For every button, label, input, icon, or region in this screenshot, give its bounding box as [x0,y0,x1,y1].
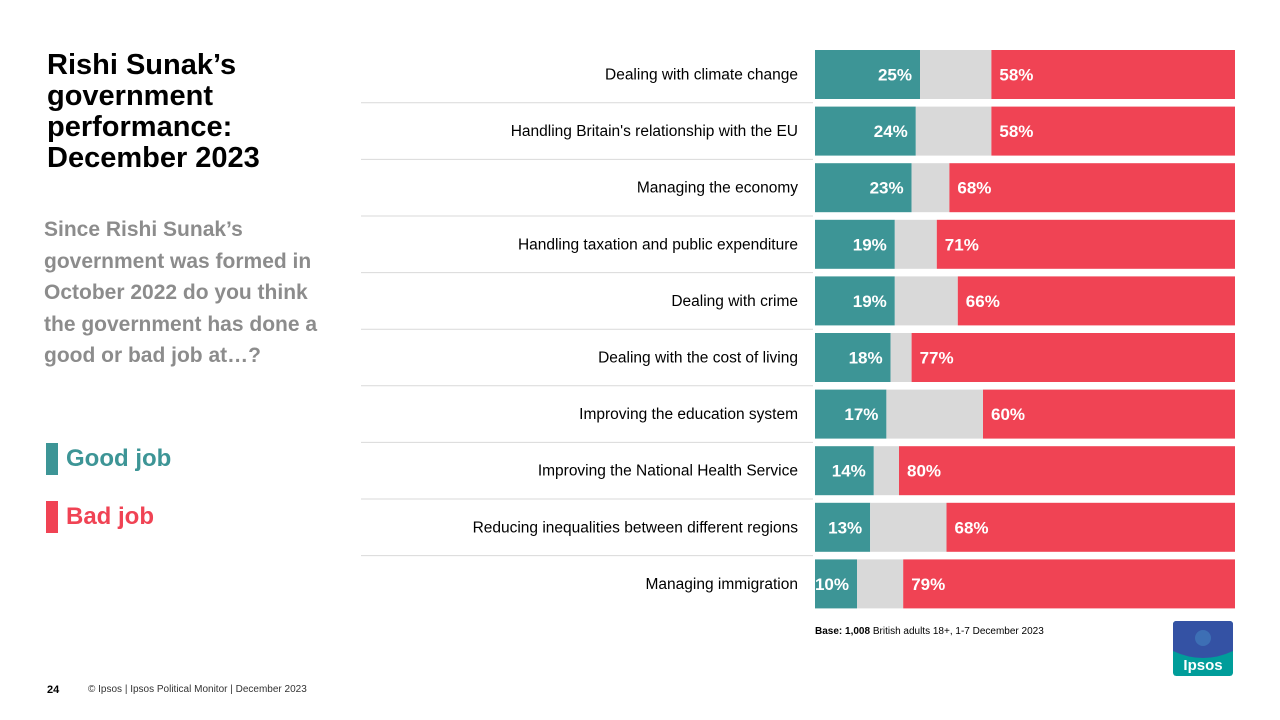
bar-neutral [890,333,912,382]
category-label: Handling taxation and public expenditure [518,236,798,253]
legend-good: Good job [46,443,171,475]
bar-good [815,106,916,156]
category-label: Improving the education system [579,406,798,423]
bar-good [815,446,874,496]
page-title: Rishi Sunak’s government performance: De… [47,49,260,175]
bar-good [815,389,887,439]
bar-neutral [857,559,904,609]
legend-good-label: Good job [66,445,172,472]
bar-good [815,559,857,609]
data-label-good: 13% [828,518,862,537]
bar-bad [899,446,1235,496]
data-label-bad: 77% [920,349,954,368]
data-label-bad: 60% [991,405,1025,424]
bar-bad [903,559,1235,609]
bar-good [815,276,895,326]
bar-good [815,50,920,99]
data-label-good: 19% [853,235,887,254]
category-label: Dealing with climate change [605,67,798,84]
data-label-good: 19% [853,292,887,311]
bar-bad [911,333,1235,382]
stacked-bar-chart: 25% 58% Dealing with climate change 24% 58% H… [361,50,1235,609]
page-number: 24 [47,684,60,696]
bar-neutral [886,389,983,439]
bar-neutral [894,219,937,269]
data-label-bad: 68% [955,518,989,537]
bar-bad [946,502,1235,552]
data-label-bad: 68% [957,179,991,198]
legend-bad-label: Bad job [66,503,154,530]
bar-bad [991,106,1235,156]
data-label-good: 18% [849,349,883,368]
base-text: British adults 18+, 1-7 December 2023 [872,626,1044,637]
survey-question: Since Rishi Sunak’s government was forme… [44,218,318,367]
bar-neutral [870,502,947,552]
bar-bad [991,50,1235,99]
bar-neutral [911,163,950,213]
bar-good [815,219,895,269]
bar-neutral [894,276,958,326]
category-label: Managing the economy [637,180,798,197]
data-label-good: 23% [870,179,904,198]
category-label: Managing immigration [646,576,799,593]
category-label: Reducing inequalities between different … [473,519,799,536]
category-label: Handling Britain's relationship with the… [511,123,798,140]
bar-good [815,502,871,552]
data-label-good: 10% [815,575,849,594]
data-label-good: 24% [874,122,908,141]
bar-good [815,163,912,213]
ipsos-logo: Ipsos [1173,621,1233,676]
data-label-good: 14% [832,462,866,481]
legend-good-swatch [46,443,58,475]
bar-bad [983,389,1235,439]
base-note: Base: 1,008 British adults 18+, 1-7 Dece… [815,626,1044,637]
bar-neutral [873,446,899,496]
data-label-good: 25% [878,66,912,85]
bar-bad [936,219,1235,269]
category-label: Improving the National Health Service [538,463,798,480]
data-label-bad: 58% [999,66,1033,85]
data-label-bad: 71% [945,235,979,254]
logo-head-icon [1195,630,1211,646]
data-label-good: 17% [844,405,878,424]
base-label: Base: [815,626,843,637]
bar-bad [949,163,1235,213]
base-count: 1,008 [845,626,871,637]
legend-bad-swatch [46,501,58,533]
bar-good [815,333,891,382]
data-label-bad: 66% [966,292,1000,311]
category-label: Dealing with the cost of living [598,350,798,367]
legend-bad: Bad job [46,501,154,533]
bar-bad [957,276,1235,326]
category-label: Dealing with crime [671,293,798,310]
bar-neutral [915,106,992,156]
logo-text: Ipsos [1183,657,1222,674]
data-label-bad: 58% [999,122,1033,141]
data-label-bad: 80% [907,462,941,481]
bar-neutral [920,50,992,99]
footer-copyright: © Ipsos | Ipsos Political Monitor | Dece… [88,684,307,695]
data-label-bad: 79% [911,575,945,594]
